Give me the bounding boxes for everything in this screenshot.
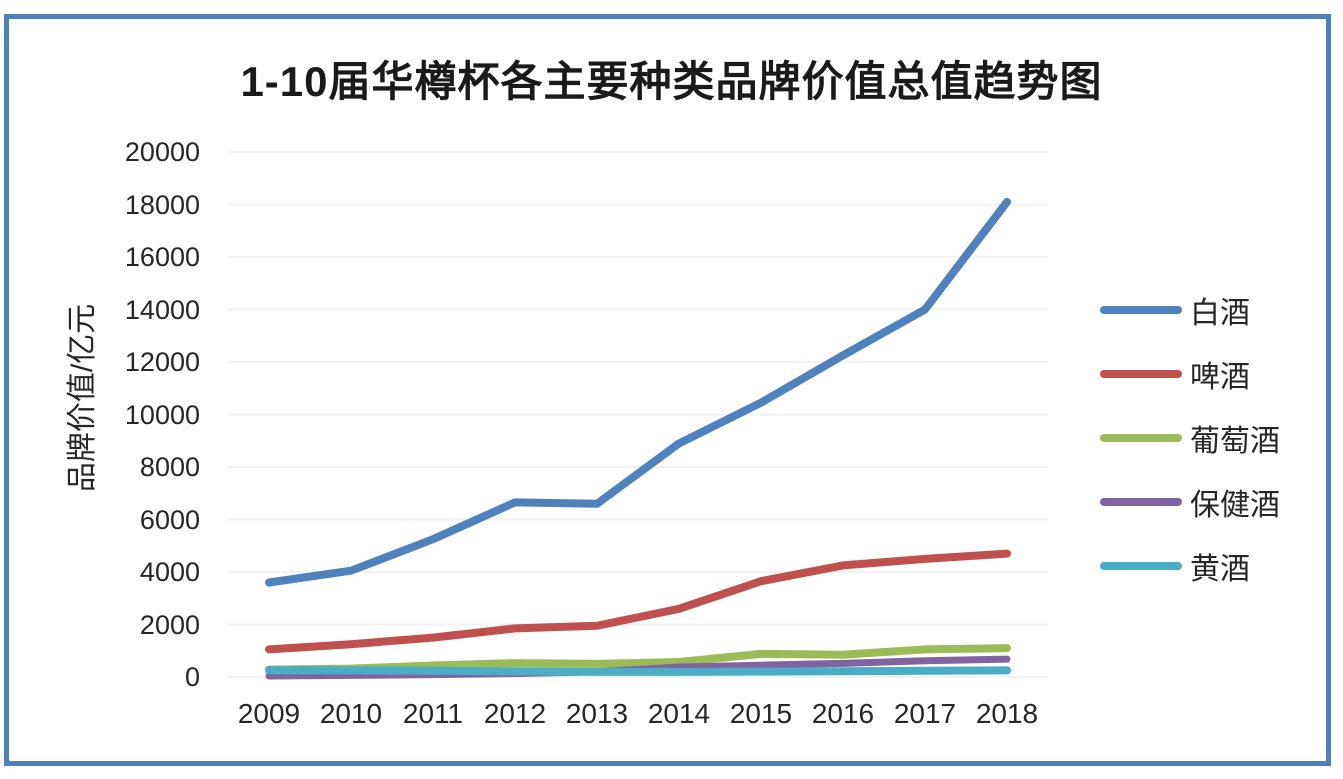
legend-label-baojianjiu: 保健酒 <box>1190 489 1280 522</box>
y-tick-label: 12000 <box>124 347 200 377</box>
x-tick-label: 2016 <box>811 698 875 729</box>
legend-swatch-putaojiu <box>1100 434 1182 442</box>
legend-swatch-baojianjiu <box>1100 498 1182 506</box>
legend-label-putaojiu: 葡萄酒 <box>1190 425 1280 458</box>
legend-item-putaojiu: 葡萄酒 <box>1100 406 1280 470</box>
x-tick-label: 2011 <box>402 698 464 729</box>
y-tick-label: 18000 <box>124 189 200 220</box>
legend-label-huangjiu: 黄酒 <box>1190 553 1250 586</box>
chart-legend: 白酒啤酒葡萄酒保健酒黄酒 <box>1100 278 1280 598</box>
page-border-frame <box>4 14 1331 766</box>
legend-label-pijiu: 啤酒 <box>1190 361 1250 394</box>
legend-swatch-pijiu <box>1100 370 1182 378</box>
x-tick-label: 2018 <box>975 698 1039 729</box>
chart-title: 1-10届华樽杯各主要种类品牌价值总值趋势图 <box>240 58 1103 105</box>
x-tick-label: 2015 <box>729 698 793 729</box>
legend-item-pijiu: 啤酒 <box>1100 342 1280 406</box>
legend-label-baijiu: 白酒 <box>1190 297 1250 330</box>
legend-item-huangjiu: 黄酒 <box>1100 534 1280 598</box>
x-tick-label: 2010 <box>319 698 383 729</box>
x-tick-label: 2013 <box>565 698 629 729</box>
y-tick-label: 8000 <box>139 452 200 482</box>
y-tick-label: 4000 <box>139 557 200 587</box>
series-line-huangjiu <box>265 666 1011 676</box>
x-tick-label: 2009 <box>237 698 301 729</box>
y-tick-label: 10000 <box>124 399 200 430</box>
x-tick-label: 2012 <box>483 698 547 729</box>
x-tick-label: 2014 <box>647 698 711 729</box>
legend-item-baojianjiu: 保健酒 <box>1100 470 1280 534</box>
y-tick-label: 14000 <box>124 294 200 325</box>
y-tick-label: 0 <box>184 662 200 692</box>
y-tick-label: 2000 <box>139 609 200 640</box>
y-tick-label: 20000 <box>124 137 200 167</box>
y-tick-label: 16000 <box>124 242 200 272</box>
legend-item-baijiu: 白酒 <box>1100 278 1280 342</box>
x-tick-label: 2017 <box>893 698 957 729</box>
y-tick-label: 6000 <box>139 504 200 535</box>
series-line-pijiu <box>265 549 1011 654</box>
legend-swatch-baijiu <box>1100 306 1182 314</box>
legend-swatch-huangjiu <box>1100 562 1182 570</box>
series-line-baijiu <box>265 197 1011 587</box>
